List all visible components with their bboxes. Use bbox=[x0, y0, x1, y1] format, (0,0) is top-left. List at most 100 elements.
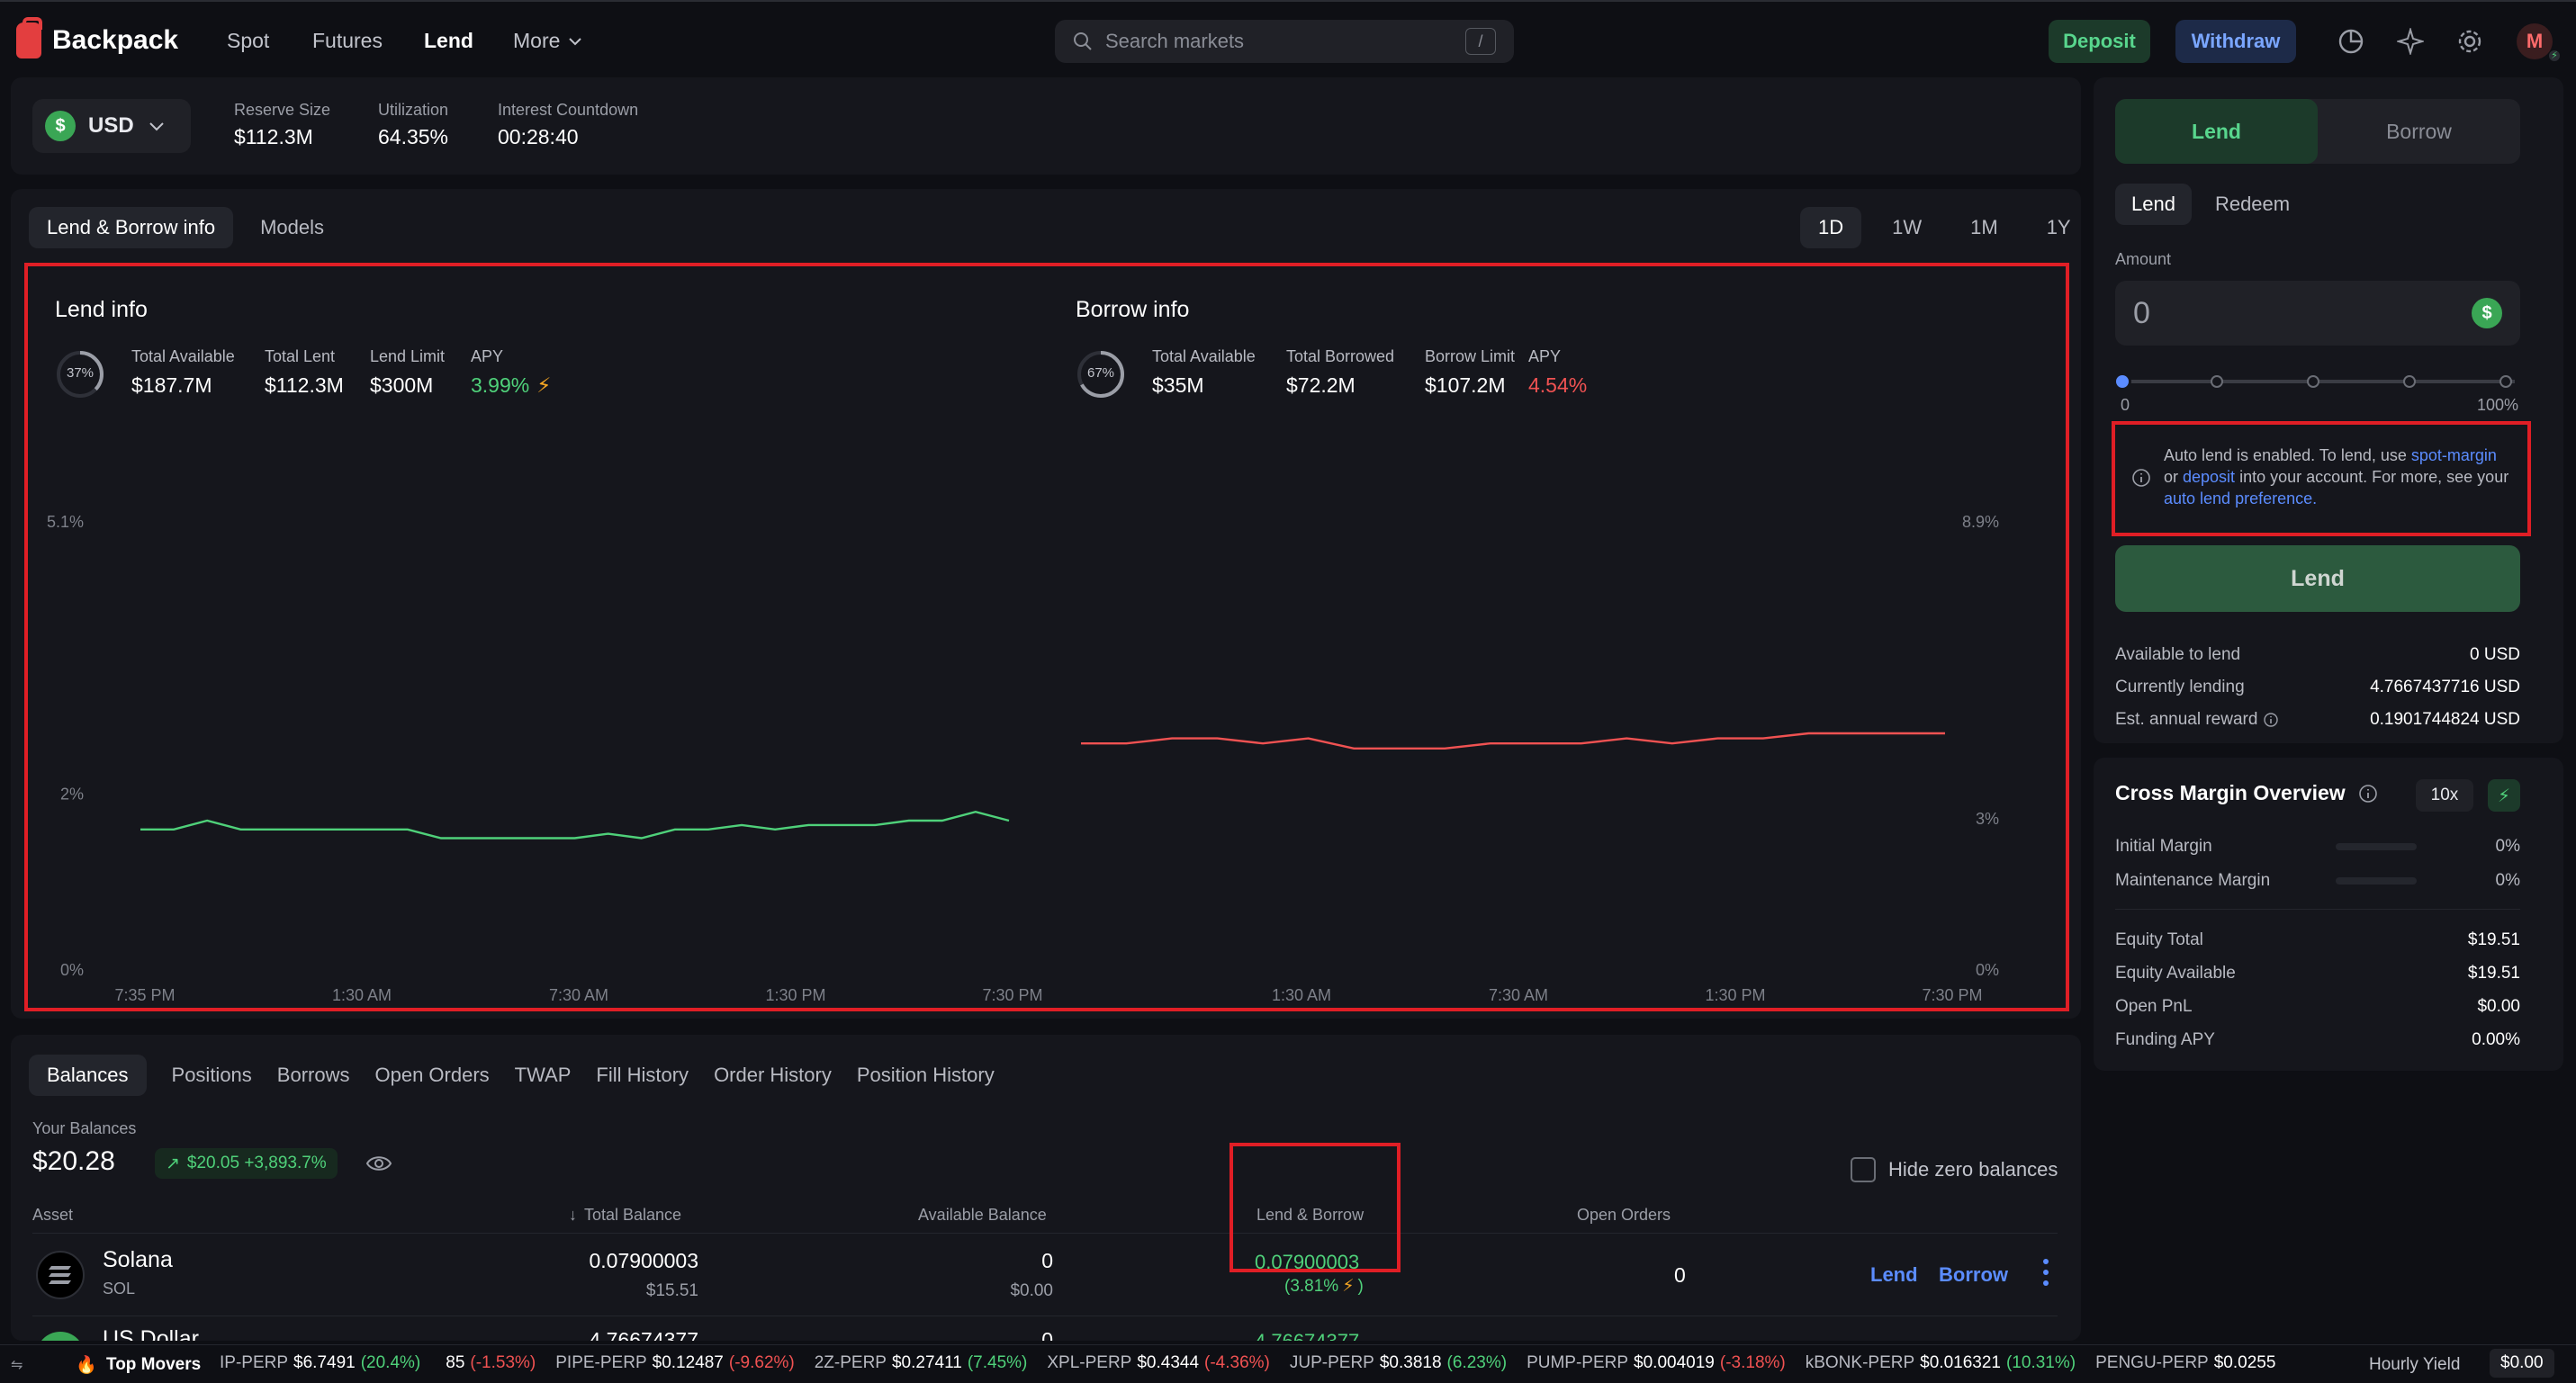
ticker-item[interactable]: IP-PERP $6.7491 (20.4%) bbox=[220, 1353, 420, 1373]
tab-lend-mode[interactable]: Lend bbox=[2115, 99, 2318, 164]
dollar-icon: $ bbox=[2472, 298, 2502, 328]
tab-redeem[interactable]: Redeem bbox=[2214, 193, 2291, 215]
margin-label: Maintenance Margin bbox=[2115, 871, 2271, 890]
asset-selector[interactable]: $ USD bbox=[32, 99, 191, 153]
row-lend-button[interactable]: Lend bbox=[1870, 1263, 1918, 1286]
summary-value: 0.1901744824 USD bbox=[2370, 710, 2520, 729]
spot-margin-link[interactable]: spot-margin bbox=[2410, 446, 2497, 464]
eye-icon[interactable] bbox=[365, 1152, 392, 1180]
range-1m[interactable]: 1M bbox=[1970, 216, 1998, 238]
borrow-info-card: Borrow info 67% Total Available $35M Tota… bbox=[1054, 266, 2066, 1008]
tab-open-orders[interactable]: Open Orders bbox=[374, 1064, 490, 1086]
nav-more[interactable]: More bbox=[513, 29, 583, 53]
auto-lend-preference-link[interactable]: auto lend preference bbox=[2164, 489, 2313, 507]
hide-zero-label: Hide zero balances bbox=[1888, 1158, 2058, 1181]
avatar[interactable]: M bbox=[2517, 23, 2553, 59]
tab-models[interactable]: Models bbox=[260, 216, 325, 238]
lend-ring: 37% bbox=[55, 349, 105, 400]
tab-lend-borrow-info[interactable]: Lend & Borrow info bbox=[29, 207, 234, 248]
equity-value: $19.51 bbox=[2467, 929, 2520, 949]
range-1y[interactable]: 1Y bbox=[2046, 216, 2071, 238]
lend-submit-button[interactable]: Lend bbox=[2115, 545, 2520, 612]
tab-fill-history[interactable]: Fill History bbox=[596, 1064, 689, 1086]
ticker-item[interactable]: JUP-PERP $0.3818 (6.23%) bbox=[1290, 1353, 1507, 1373]
slider-tick[interactable] bbox=[2499, 375, 2512, 388]
ticker-item[interactable]: XPL-PERP $0.4344 (-4.36%) bbox=[1047, 1353, 1270, 1373]
top-movers-label: Top Movers bbox=[106, 1355, 202, 1374]
balance-tabs: Balances Positions Borrows Open Orders T… bbox=[29, 1055, 995, 1096]
stat-value: $300M bbox=[370, 373, 434, 397]
y-tick-label: 8.9% bbox=[1962, 513, 1999, 531]
nav-futures[interactable]: Futures bbox=[312, 29, 383, 52]
stat-utilization: Utilization 64.35% bbox=[378, 101, 448, 149]
tab-borrow-mode[interactable]: Borrow bbox=[2386, 119, 2452, 143]
col-lend-borrow: Lend & Borrow bbox=[1256, 1206, 1365, 1224]
stat-value: $72.2M bbox=[1286, 373, 1356, 397]
slider-tick[interactable] bbox=[2403, 375, 2416, 388]
col-total-balance[interactable]: ↓ Total Balance bbox=[569, 1206, 681, 1225]
checkbox[interactable] bbox=[1851, 1157, 1876, 1182]
slider-handle[interactable] bbox=[2113, 373, 2131, 391]
info-icon[interactable] bbox=[2263, 712, 2279, 728]
ticker-item[interactable]: PUMP-PERP $0.004019 (-3.18%) bbox=[1527, 1353, 1786, 1373]
ticker-item[interactable]: PIPE-PERP $0.12487 (-9.62%) bbox=[555, 1353, 794, 1373]
bolt-icon[interactable]: ⚡ bbox=[2488, 779, 2520, 812]
leverage-badge[interactable]: 10x bbox=[2416, 779, 2473, 812]
available-value: 0 bbox=[1041, 1249, 1053, 1272]
sparkle-icon[interactable] bbox=[2392, 23, 2428, 59]
stat-value: 3.99% bbox=[471, 373, 530, 397]
ticker-item[interactable]: 2Z-PERP $0.27411 (7.45%) bbox=[815, 1353, 1028, 1373]
ticker-change: (10.31%) bbox=[2005, 1353, 2076, 1372]
asset-bar: $ USD Reserve Size $112.3M Utilization 6… bbox=[11, 77, 2081, 175]
deposit-button[interactable]: Deposit bbox=[2049, 20, 2150, 63]
cross-margin-title: Cross Margin Overview bbox=[2115, 781, 2346, 804]
arrow-up-right-icon: ↗ bbox=[166, 1154, 180, 1173]
tab-borrows[interactable]: Borrows bbox=[276, 1064, 350, 1086]
info-icon[interactable] bbox=[2358, 784, 2378, 804]
ticker-item[interactable]: PENGU-PERP $0.0255 bbox=[2095, 1353, 2281, 1373]
nav-lend[interactable]: Lend bbox=[424, 29, 473, 52]
withdraw-button[interactable]: Withdraw bbox=[2175, 20, 2296, 63]
borrow-stat-limit: Borrow Limit $107.2M bbox=[1425, 347, 1515, 398]
series-line bbox=[1081, 732, 1945, 750]
slider-tick[interactable] bbox=[2211, 375, 2223, 388]
hide-zero-toggle[interactable]: Hide zero balances bbox=[1851, 1157, 2058, 1182]
tab-order-history[interactable]: Order History bbox=[714, 1064, 832, 1086]
search-input[interactable]: Search markets / bbox=[1055, 20, 1514, 63]
x-tick-label: 7:35 PM bbox=[114, 986, 175, 1004]
deposit-link[interactable]: deposit bbox=[2183, 468, 2236, 486]
x-tick-label: 7:30 AM bbox=[549, 986, 608, 1004]
range-1w[interactable]: 1W bbox=[1892, 216, 1923, 238]
gear-icon[interactable] bbox=[2452, 23, 2488, 59]
amount-input[interactable]: 0 $ bbox=[2115, 281, 2520, 346]
kebab-menu-icon[interactable] bbox=[2041, 1256, 2050, 1293]
pie-chart-icon[interactable] bbox=[2333, 23, 2369, 59]
ticker-change: (-3.18%) bbox=[1719, 1353, 1786, 1372]
ticker-item[interactable]: kBONK-PERP $0.016321 (10.31%) bbox=[1806, 1353, 2076, 1373]
ticker-item[interactable]: 85 (-1.53%) bbox=[440, 1353, 536, 1373]
tab-balances[interactable]: Balances bbox=[29, 1055, 147, 1096]
ticker-price: $6.7491 bbox=[293, 1353, 356, 1372]
ticker-symbol: kBONK-PERP bbox=[1805, 1353, 1915, 1372]
tab-lend[interactable]: Lend bbox=[2115, 184, 2192, 225]
tab-positions[interactable]: Positions bbox=[171, 1064, 252, 1086]
row-borrow-button[interactable]: Borrow bbox=[1939, 1263, 2008, 1286]
nav-more-label: More bbox=[513, 29, 561, 52]
x-tick-label: 7:30 AM bbox=[1489, 986, 1548, 1004]
auto-lend-notice: Auto lend is enabled. To lend, use spot-… bbox=[2112, 421, 2531, 536]
nav-spot[interactable]: Spot bbox=[227, 29, 270, 52]
tab-twap[interactable]: TWAP bbox=[514, 1064, 572, 1086]
available-usd: $0.00 bbox=[1010, 1281, 1053, 1300]
stat-interest-countdown: Interest Countdown 00:28:40 bbox=[498, 101, 638, 149]
tab-position-history[interactable]: Position History bbox=[856, 1064, 995, 1086]
table-row[interactable]: Solana SOL 0.07900003 $15.51 0 $0.00 0.0… bbox=[11, 1143, 2081, 1316]
range-1d[interactable]: 1D bbox=[1800, 207, 1862, 248]
stat-value: $35M bbox=[1152, 373, 1204, 397]
ticker-symbol: PENGU-PERP bbox=[2095, 1353, 2209, 1372]
slider-tick[interactable] bbox=[2307, 375, 2319, 388]
total-balance: $20.28 bbox=[32, 1146, 115, 1176]
logo[interactable]: Backpack bbox=[16, 17, 178, 61]
slider-max-label: 100% bbox=[2477, 396, 2519, 414]
table-row[interactable]: US Dollar 4.76674377 0 4.76674377 bbox=[11, 1317, 2081, 1341]
